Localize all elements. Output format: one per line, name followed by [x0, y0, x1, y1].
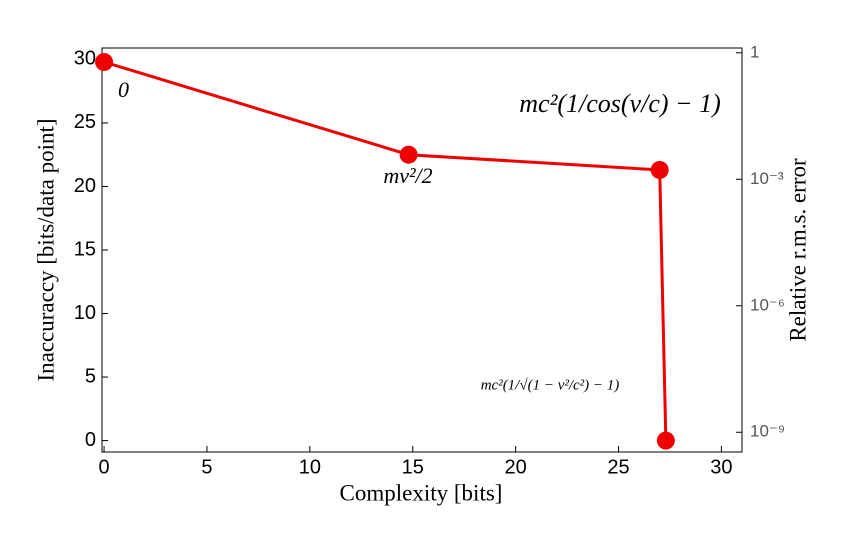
- annotation: mc²(1/cos(v/c) − 1): [519, 89, 720, 118]
- x-tick-label: 5: [201, 456, 212, 478]
- annotation: mv²/2: [383, 163, 432, 188]
- data-point: [399, 145, 418, 164]
- y2-tick-label: 10⁻⁹: [750, 422, 785, 441]
- annotation: mc²(1/√(1 − v²/c²) − 1): [481, 377, 620, 393]
- data-point: [656, 431, 675, 450]
- x-tick-label: 15: [402, 456, 424, 478]
- x-tick-label: 0: [98, 456, 109, 478]
- y2-tick-label: 10⁻⁶: [750, 295, 785, 314]
- x-tick-label: 25: [607, 456, 629, 478]
- x-tick-label: 20: [505, 456, 527, 478]
- data-point: [650, 160, 669, 179]
- data-point: [95, 52, 114, 71]
- data-line: [103, 60, 668, 441]
- y-tick-label: 25: [74, 111, 96, 133]
- y-tick-label: 30: [74, 48, 96, 70]
- y-axis-label: Inaccuraccy [bits/data point]: [33, 118, 58, 381]
- x-axis-label: Complexity [bits]: [340, 480, 503, 505]
- y2-tick-label: 1: [750, 42, 759, 61]
- x-tick-label: 30: [710, 456, 732, 478]
- y-tick-label: 15: [74, 238, 96, 260]
- y-tick-label: 20: [74, 175, 96, 197]
- x-tick-label: 10: [299, 456, 321, 478]
- y-tick-label: 10: [74, 302, 96, 324]
- y2-axis-label: Relative r.m.s. error: [785, 158, 810, 342]
- y-tick-label: 0: [85, 429, 96, 451]
- y-tick-label: 5: [85, 365, 96, 387]
- annotation: 0: [118, 77, 129, 102]
- y2-tick-label: 10⁻³: [750, 169, 784, 188]
